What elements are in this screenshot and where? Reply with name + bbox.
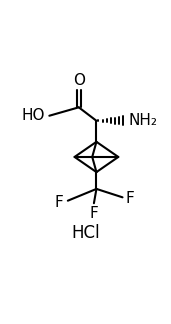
Text: F: F: [55, 194, 64, 210]
Text: F: F: [125, 191, 134, 206]
Text: HCl: HCl: [71, 225, 100, 242]
Text: HO: HO: [22, 108, 45, 123]
Text: NH₂: NH₂: [128, 113, 157, 128]
Text: F: F: [90, 206, 98, 221]
Text: O: O: [73, 73, 85, 88]
